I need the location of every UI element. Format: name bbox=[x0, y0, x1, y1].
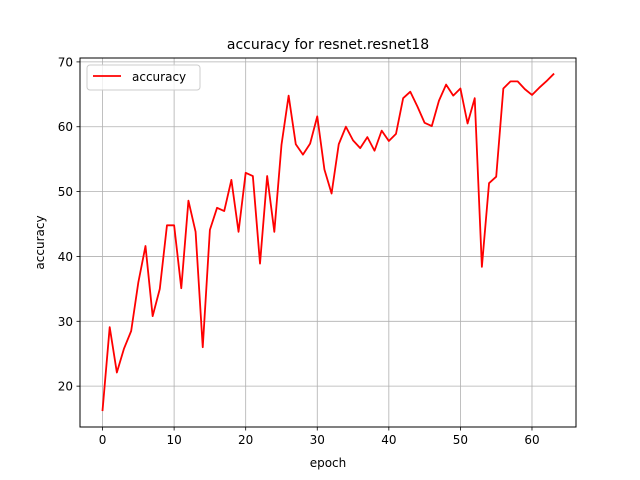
grid bbox=[80, 58, 576, 427]
y-tick-label: 50 bbox=[58, 185, 73, 199]
chart-title: accuracy for resnet.resnet18 bbox=[227, 37, 429, 53]
plot-frame bbox=[79, 57, 577, 428]
legend-label: accuracy bbox=[132, 70, 186, 84]
x-tick-label: 10 bbox=[166, 433, 181, 447]
series-line-accuracy bbox=[101, 72, 555, 412]
y-tick-label: 40 bbox=[58, 250, 73, 264]
legend: accuracy bbox=[86, 64, 201, 91]
x-tick-label: 30 bbox=[310, 433, 325, 447]
x-axis-label: epoch bbox=[310, 456, 347, 470]
y-tick-label: 20 bbox=[58, 380, 73, 394]
x-tick-label: 40 bbox=[381, 433, 396, 447]
x-tick-label: 60 bbox=[524, 433, 539, 447]
y-axis-label: accuracy bbox=[33, 215, 47, 269]
x-tick-label: 20 bbox=[238, 433, 253, 447]
x-tick-label: 0 bbox=[99, 433, 107, 447]
series-layer bbox=[101, 72, 555, 412]
ticks: 0 10 20 30 40 50 60 20 30 40 50 60 70 bbox=[58, 55, 540, 447]
y-tick-label: 60 bbox=[58, 120, 73, 134]
x-tick-label: 50 bbox=[453, 433, 468, 447]
legend-box bbox=[86, 64, 201, 91]
y-tick-label: 30 bbox=[58, 315, 73, 329]
y-tick-label: 70 bbox=[58, 55, 73, 69]
